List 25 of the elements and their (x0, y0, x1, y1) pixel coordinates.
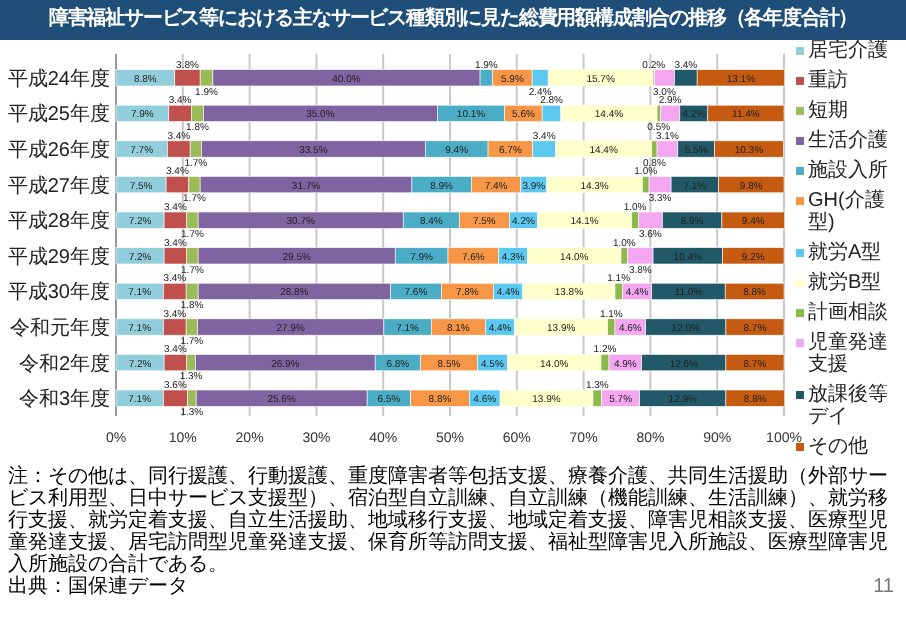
text: 注：その他は、同行援護、行動援護、重度障害者等包括支援、療養介護、共同生活援助（外部サービス利用型、日中サービス支援型）、宿泊型自立訓練、自立訓練（機能訓練、生活訓練）、就労移行支援、就労定着支援、自立生活援助、地域移行支援、地域定着支援、障害児相談支援、医療型児童発達支援、居宅訪問型児童発達支援、保育所等訪問支援、福祉型障害児入所施設、医療型障害児入所施設の合計である。 (8, 466, 890, 576)
source-note: 出典：国保連データ (8, 576, 188, 598)
y-tick-label: 平成30年度 (7, 280, 110, 305)
text: 11 (873, 576, 894, 598)
y-tick-label: 令和元年度 (10, 316, 110, 340)
y-tick-label: 平成25年度 (7, 102, 110, 127)
legend-label: 児童発達支援 (808, 330, 888, 376)
legend-label: 放課後等デイ (808, 382, 888, 428)
legend-label: その他 (808, 434, 868, 458)
legend-label: 計画相談 (808, 300, 888, 324)
legend-label: 就労B型 (808, 270, 882, 294)
y-tick-label: 平成27年度 (7, 173, 110, 198)
chart-title: 障害福祉サービス等における主なサービス種類別に見た総費用額構成割合の推移（各年度合計） (0, 0, 906, 40)
y-tick-label: 平成29年度 (7, 244, 110, 269)
y-tick-label: 平成26年度 (7, 138, 110, 162)
legend-label: 就労A型 (808, 240, 882, 264)
y-tick-label: 令和3年度 (18, 387, 110, 412)
y-tick-label: 平成28年度 (7, 209, 110, 234)
y-tick-label: 令和2年度 (18, 351, 110, 376)
legend-label: 施設入所 (808, 158, 888, 182)
legend-label: 生活介護 (808, 128, 888, 152)
legend-label: 重訪 (808, 68, 848, 92)
y-tick-label: 平成24年度 (7, 66, 110, 91)
legend-label: GH(介護型) (808, 188, 885, 234)
legend-label: 短期 (808, 98, 848, 122)
